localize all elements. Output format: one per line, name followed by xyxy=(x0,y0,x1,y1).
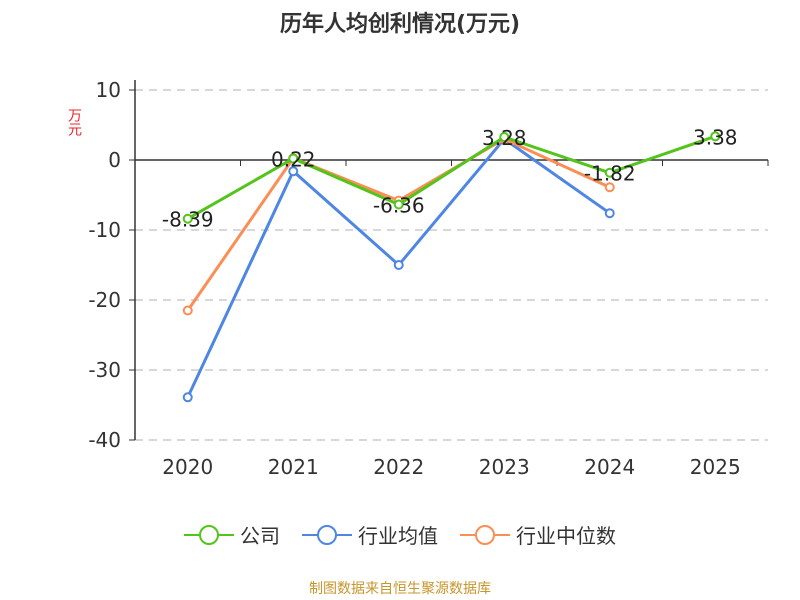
x-tick-label: 2021 xyxy=(268,455,319,479)
data-point xyxy=(393,260,404,270)
y-tick-label: -30 xyxy=(88,358,121,382)
series-1 xyxy=(182,134,615,403)
legend-marker-icon xyxy=(302,524,352,545)
data-point xyxy=(288,166,299,177)
data-label: 3.28 xyxy=(482,126,527,150)
data-point xyxy=(499,132,510,143)
data-point xyxy=(604,167,615,178)
x-tick-label: 2024 xyxy=(584,455,635,479)
data-label: -1.82 xyxy=(584,162,636,186)
x-tick-label: 2025 xyxy=(690,455,741,479)
legend-marker-icon xyxy=(460,524,510,545)
legend-item[interactable]: 行业均值 xyxy=(302,520,438,549)
legend-item[interactable]: 公司 xyxy=(184,520,280,549)
series-line xyxy=(187,134,716,221)
series-0 xyxy=(182,131,721,224)
data-point xyxy=(710,131,721,142)
legend-marker-icon xyxy=(184,524,234,545)
y-tick-label: 0 xyxy=(108,148,121,172)
data-label: -6.36 xyxy=(373,194,425,218)
data-point xyxy=(604,208,615,219)
data-point xyxy=(182,213,193,224)
legend-label: 行业均值 xyxy=(358,524,438,548)
x-tick-label: 2022 xyxy=(373,455,424,479)
data-label: 0.22 xyxy=(271,147,316,171)
y-tick-label: 10 xyxy=(96,78,121,102)
data-point xyxy=(288,153,299,164)
x-tick-label: 2023 xyxy=(479,455,530,479)
data-label: -8.39 xyxy=(162,208,214,232)
legend: 公司 行业均值 行业中位数 xyxy=(0,520,800,549)
data-point xyxy=(604,182,615,193)
data-point xyxy=(393,199,404,210)
data-label: 3.38 xyxy=(693,125,738,149)
legend-item[interactable]: 行业中位数 xyxy=(460,520,616,549)
source-note: 制图数据来自恒生聚源数据库 xyxy=(309,581,491,597)
y-tick-label: -40 xyxy=(88,428,121,452)
series-line xyxy=(186,137,611,312)
legend-label: 公司 xyxy=(240,524,280,548)
y-axis-label: 万元 xyxy=(66,108,82,136)
y-tick-label: -20 xyxy=(88,288,121,312)
x-tick-label: 2020 xyxy=(162,455,213,479)
y-tick-label: -10 xyxy=(88,218,121,242)
data-point xyxy=(182,392,193,403)
data-point xyxy=(182,305,193,316)
chart-title: 历年人均创利情况(万元) xyxy=(279,12,521,37)
legend-label: 行业中位数 xyxy=(516,524,616,548)
series-2 xyxy=(182,134,615,316)
